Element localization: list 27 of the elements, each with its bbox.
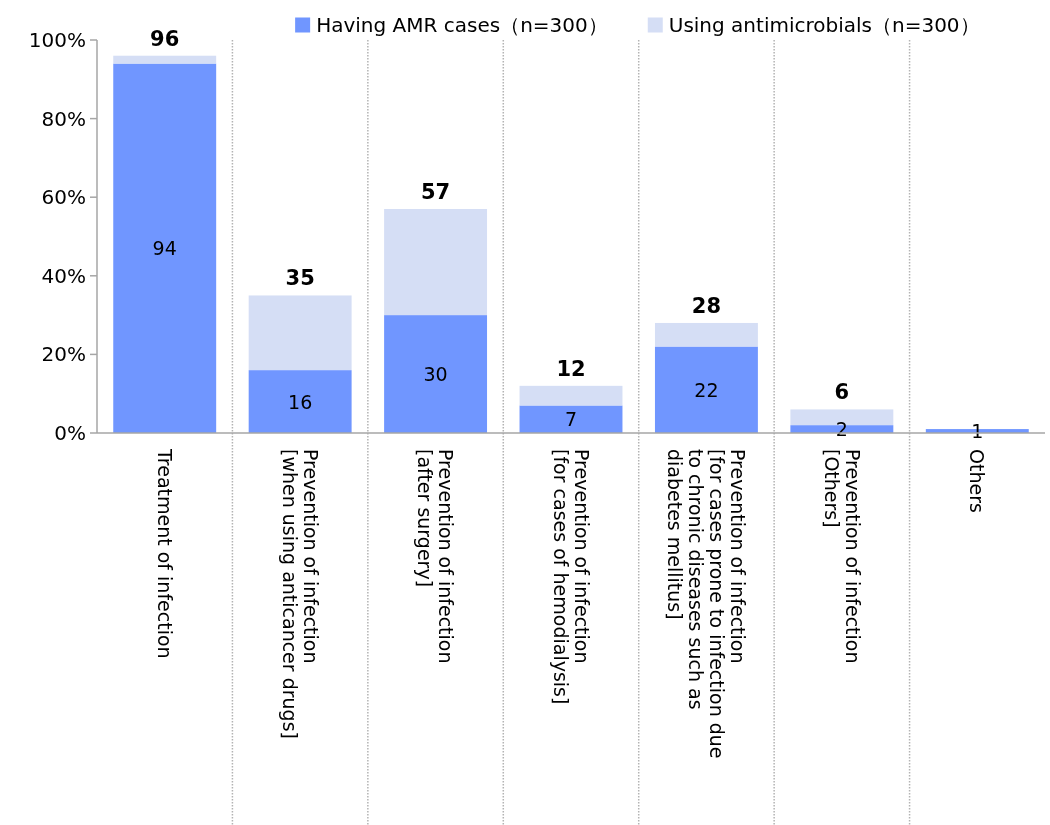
data-label: 1 [971, 420, 984, 443]
y-tick-label: 100% [28, 28, 86, 52]
x-tick-label: Prevention of infection [for cases prone to infection due to chronic diseases such as diabetes mellitus] [664, 449, 750, 759]
total-label: 35 [285, 266, 315, 291]
x-tick-label: Prevention of infection [for cases of hemodialysis] [549, 449, 593, 705]
y-tick-label: 80% [41, 106, 86, 131]
x-tick-label: Prevention of infection [Others] [820, 449, 864, 664]
y-tick-label: 40% [41, 263, 86, 288]
x-tick-label: Treatment of infection [153, 449, 176, 659]
x-tick-label: Prevention of infection [when using anticancer drugs] [278, 449, 322, 739]
total-label: 96 [150, 26, 180, 51]
legend-label: Using antimicrobials（n=300） [668, 13, 980, 37]
total-label: 57 [420, 180, 451, 204]
y-tick-label: 0% [54, 421, 86, 445]
y-tick-label: 60% [41, 185, 86, 210]
x-tick-label: Prevention of infection [after surgery] [414, 449, 458, 664]
total-label: 28 [691, 293, 722, 318]
data-label: 16 [288, 390, 313, 413]
data-label: 94 [152, 237, 177, 260]
x-tick-label: Others [966, 449, 989, 513]
data-label: 22 [694, 378, 719, 401]
data-label: 7 [564, 408, 578, 431]
data-label: 30 [423, 363, 448, 386]
total-label: 12 [556, 356, 586, 381]
legend-label: Having AMR cases（n=300） [316, 13, 608, 37]
total-label: 6 [834, 380, 850, 405]
y-tick-label: 20% [41, 342, 86, 367]
